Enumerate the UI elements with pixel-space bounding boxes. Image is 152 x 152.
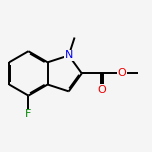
Text: O: O	[117, 68, 126, 78]
Text: N: N	[65, 50, 73, 60]
Text: O: O	[97, 85, 106, 95]
Text: F: F	[25, 109, 32, 119]
